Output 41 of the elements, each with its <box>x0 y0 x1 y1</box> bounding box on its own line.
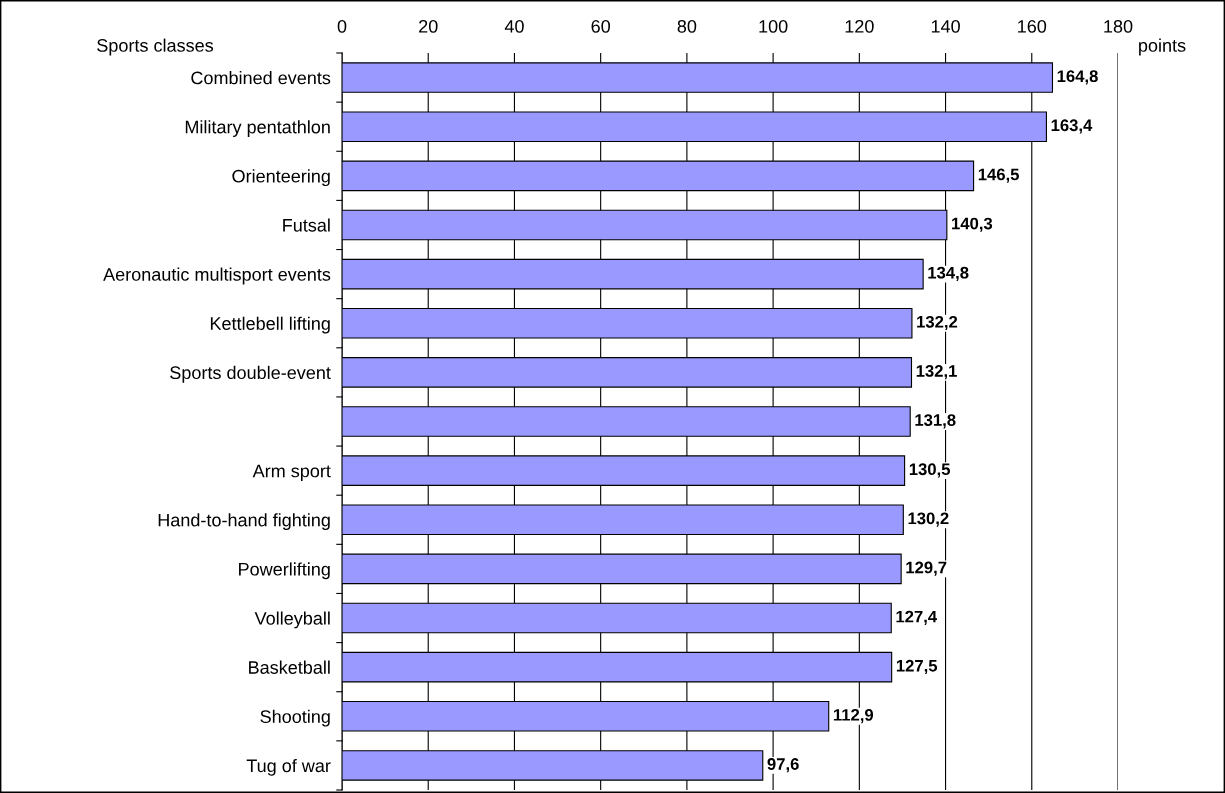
y-tick-label: Tug of war <box>246 758 331 776</box>
data-label: 132,2 <box>917 315 958 331</box>
x-tick-label: 140 <box>931 19 960 33</box>
y-axis-title: Sports classes <box>97 38 214 56</box>
y-tick-label: Futsal <box>283 218 330 232</box>
data-label: 132,1 <box>916 365 957 380</box>
y-tick-label: Shooting <box>260 709 330 727</box>
data-label: 134,8 <box>928 266 969 281</box>
y-tick-label: Hand-to-hand fighting <box>158 513 330 531</box>
x-tick-label: 160 <box>1018 19 1047 33</box>
y-tick-label: Military pentathlon <box>185 120 330 137</box>
data-label: 164,8 <box>1057 70 1098 85</box>
y-tick-label: Aeronautic multisport events <box>103 267 331 285</box>
data-label: 130,2 <box>908 512 949 527</box>
data-label: 127,4 <box>896 610 938 625</box>
y-tick-label: Orienteering <box>232 169 330 187</box>
x-tick-label: 100 <box>759 19 788 33</box>
y-tick-label: Volleyball <box>254 611 330 629</box>
y-tick-label: Sports double-event <box>170 365 331 383</box>
x-tick-label: 180 <box>1104 19 1133 33</box>
data-label: 97,6 <box>767 758 799 773</box>
data-label: 131,8 <box>915 414 956 429</box>
y-tick-label: Arm sport <box>252 464 331 481</box>
x-tick-label: 80 <box>677 19 697 33</box>
x-tick-label: 120 <box>845 19 874 33</box>
y-tick-label: Powerlifting <box>239 562 330 580</box>
x-tick-label: 40 <box>504 19 524 33</box>
x-tick-label: 0 <box>337 19 347 33</box>
data-label: 127,5 <box>896 659 938 675</box>
data-label: 140,3 <box>952 217 993 232</box>
data-label: 163,4 <box>1051 119 1093 134</box>
y-tick-label: Basketball <box>249 660 330 674</box>
x-tick-label: 20 <box>419 19 438 33</box>
y-tick-label: Kettlebell lifting <box>210 316 330 334</box>
y-tick-label: Combined events <box>191 71 331 85</box>
data-label: 130,5 <box>909 463 951 478</box>
data-label: 146,5 <box>978 168 1019 183</box>
data-label: 129,7 <box>906 561 947 576</box>
x-tick-label: 60 <box>591 19 610 33</box>
data-label: 112,9 <box>833 708 874 724</box>
x-axis-title: points <box>1139 38 1186 56</box>
